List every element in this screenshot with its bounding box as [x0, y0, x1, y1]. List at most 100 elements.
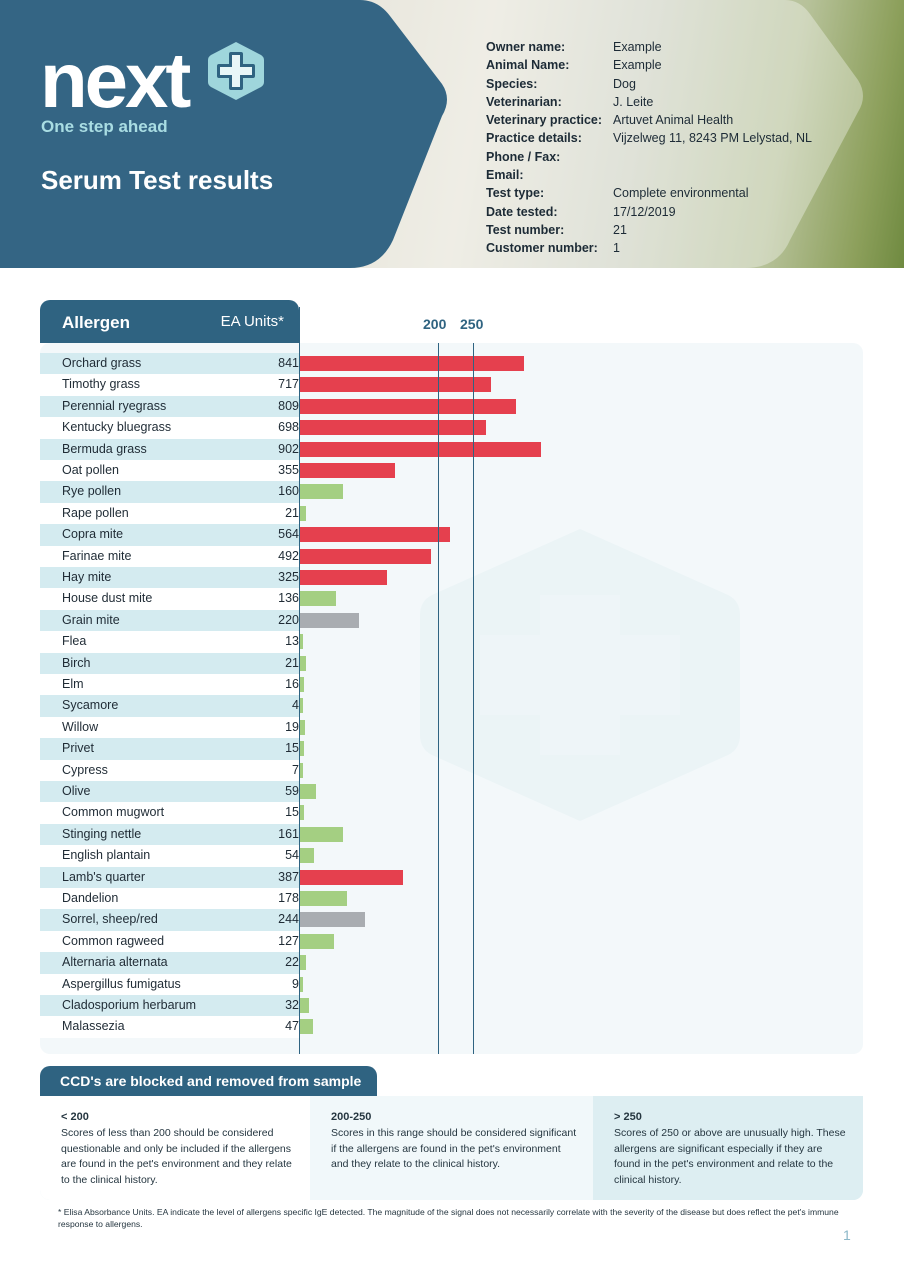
allergen-bar [300, 741, 304, 757]
table-row: Malassezia 47 [40, 1016, 863, 1038]
table-row: House dust mite 136 [40, 588, 863, 610]
row-background [40, 888, 299, 910]
allergen-bar [300, 634, 303, 650]
detail-row: Customer number: 1 [486, 239, 812, 257]
detail-row: Phone / Fax: [486, 148, 812, 166]
row-background [40, 995, 299, 1017]
allergen-bar [300, 677, 304, 692]
row-background [40, 845, 299, 867]
allergen-value: 21 [285, 505, 299, 520]
allergen-name: Malassezia [62, 1019, 125, 1034]
allergen-bar [300, 955, 306, 971]
table-header: Allergen EA Units* [40, 300, 299, 343]
allergen-name: Hay mite [62, 570, 112, 584]
row-background [40, 588, 299, 610]
allergen-bar [300, 655, 306, 671]
header-right-overlay [300, 0, 863, 268]
allergen-value: 21 [285, 655, 299, 670]
table-row: Common mugwort 15 [40, 802, 863, 824]
table-row: Bermuda grass 902 [40, 438, 863, 460]
row-background [40, 973, 299, 995]
logo-tagline: One step ahead [41, 117, 168, 136]
table-row: Kentucky bluegrass 698 [40, 417, 863, 439]
table-row: Willow 19 [40, 716, 863, 739]
allergen-name: Farinae mite [62, 548, 132, 563]
allergen-value: 16 [285, 677, 299, 691]
allergen-bar [300, 398, 516, 414]
legend-heading: < 200 [61, 1111, 89, 1123]
table-row: Stinging nettle 161 [40, 823, 863, 846]
detail-label: Species: [486, 76, 538, 91]
page-number: 1 [843, 1227, 851, 1243]
detail-value: Example [613, 40, 662, 54]
table-row: Oat pollen 355 [40, 460, 863, 482]
table-row: Flea 13 [40, 631, 863, 653]
table-row: Copra mite 564 [40, 524, 863, 546]
allergen-bar [300, 912, 365, 928]
detail-row: Email: [486, 166, 812, 184]
allergen-name: English plantain [62, 848, 151, 863]
row-background [40, 802, 299, 824]
row-background [40, 952, 299, 974]
allergen-name: Lamb's quarter [62, 869, 145, 884]
allergen-bar [300, 484, 343, 500]
allergen-bar [300, 869, 403, 885]
detail-row: Owner name: Example [486, 38, 812, 56]
allergen-value: 59 [285, 784, 299, 798]
allergen-name: Kentucky bluegrass [62, 420, 172, 435]
allergen-value: 325 [278, 570, 299, 584]
allergen-value: 160 [278, 484, 299, 499]
detail-label: Owner name: [486, 40, 566, 54]
detail-row: Animal Name: Example [486, 56, 812, 74]
allergen-name: Rye pollen [62, 484, 122, 499]
reference-label-250: 250 [460, 316, 484, 332]
row-background [40, 609, 299, 632]
allergen-value: 13 [285, 634, 299, 649]
detail-label: Veterinary practice: [486, 113, 603, 128]
row-background [40, 909, 299, 931]
allergen-value: 492 [278, 548, 299, 563]
allergen-bar [300, 441, 541, 457]
detail-value: Example [613, 58, 662, 73]
detail-label: Practice details: [486, 131, 582, 146]
allergen-value: 127 [278, 933, 299, 948]
row-background [40, 460, 299, 482]
allergen-bar [300, 356, 524, 371]
row-background [40, 716, 299, 739]
allergen-bar [300, 591, 336, 607]
detail-row: Practice details: Vijzelweg 11, 8243 PM L… [486, 129, 812, 147]
table-row: Timothy grass 717 [40, 374, 863, 396]
row-background [40, 1016, 299, 1038]
row-background [40, 781, 299, 803]
allergen-name: Willow [62, 719, 99, 734]
detail-label: Animal Name: [486, 58, 570, 73]
row-background [40, 353, 299, 375]
allergen-name: Sycamore [62, 698, 119, 713]
row-background [40, 695, 299, 717]
detail-row: Date tested: 17/12/2019 [486, 203, 812, 221]
units-column-header: EA Units* [220, 313, 284, 330]
allergen-name: Grain mite [62, 612, 120, 627]
allergen-name: Flea [62, 634, 87, 649]
allergen-bar [300, 505, 306, 521]
allergen-name: Dandelion [62, 891, 119, 905]
allergen-name: House dust mite [62, 591, 153, 606]
row-background [40, 545, 299, 567]
table-row: Birch 21 [40, 652, 863, 674]
allergen-bar [300, 420, 486, 436]
detail-value: Complete environmental [613, 186, 749, 201]
allergen-bar [300, 805, 304, 821]
allergen-value: 47 [285, 1019, 299, 1034]
detail-row: Species: Dog [486, 75, 812, 93]
row-background [40, 481, 299, 503]
allergen-bar [300, 612, 359, 628]
allergen-column-header: Allergen [62, 313, 131, 332]
table-row: Aspergillus fumigatus 9 [40, 973, 863, 995]
legend-medium: 200-250 Scores in this range should be c… [310, 1096, 593, 1200]
plus-logo-icon [208, 42, 264, 100]
allergen-bar [300, 762, 303, 778]
legend-heading: 200-250 [331, 1111, 372, 1123]
detail-label: Email: [486, 168, 524, 183]
allergen-name: Rape pollen [62, 505, 129, 520]
table-row: Rape pollen 21 [40, 502, 863, 525]
